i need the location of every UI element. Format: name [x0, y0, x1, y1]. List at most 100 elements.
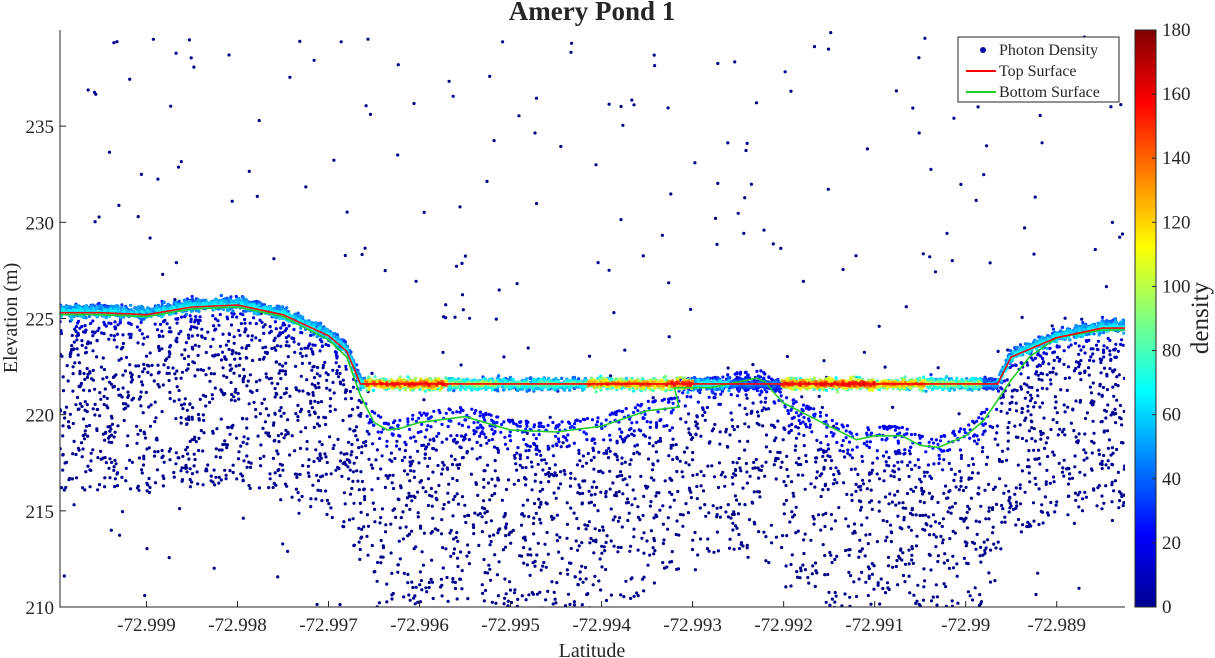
photon-point: [830, 560, 834, 565]
photon-point: [281, 364, 285, 368]
photon-point: [550, 580, 554, 584]
photon-point: [455, 531, 459, 535]
photon-point: [309, 347, 313, 351]
photon-point: [1051, 475, 1056, 479]
photon-point: [204, 373, 208, 377]
photon-point: [509, 439, 513, 443]
photon-point: [424, 413, 428, 417]
photon-point: [1062, 362, 1066, 366]
photon-point: [183, 466, 187, 470]
photon-point: [613, 515, 617, 519]
photon-point: [1092, 441, 1096, 445]
photon-point: [209, 372, 213, 376]
photon-point: [890, 500, 895, 504]
photon-point: [592, 480, 596, 484]
photon-point: [121, 333, 125, 337]
photon-point: [591, 437, 595, 441]
photon-point: [902, 515, 906, 520]
photon-point: [822, 359, 826, 363]
photon-point: [624, 579, 628, 583]
photon-point: [885, 463, 889, 467]
photon-point: [537, 421, 541, 425]
photon-point: [795, 575, 800, 579]
photon-point: [314, 497, 318, 501]
photon-point: [662, 538, 666, 542]
photon-point: [689, 307, 693, 311]
photon-point: [763, 474, 767, 478]
photon-point: [73, 361, 77, 365]
photon-point: [80, 339, 84, 343]
photon-point: [214, 455, 218, 459]
photon-point: [373, 570, 377, 574]
photon-point: [153, 400, 157, 404]
photon-point: [907, 525, 911, 529]
photon-point: [1044, 352, 1049, 356]
photon-point: [813, 561, 818, 565]
photon-point: [319, 489, 323, 493]
photon-point: [439, 577, 443, 581]
photon-point: [1027, 429, 1031, 433]
photon-point: [226, 425, 230, 429]
photon-point: [391, 591, 395, 596]
photon-point: [343, 502, 347, 506]
photon-point: [110, 460, 114, 464]
photon-point: [490, 437, 494, 442]
photon-point: [268, 325, 272, 329]
photon-point: [965, 526, 970, 530]
photon-point: [865, 440, 869, 444]
photon-point: [867, 576, 871, 581]
photon-point: [417, 461, 421, 465]
photon-point: [743, 422, 747, 426]
photon-point: [994, 546, 998, 550]
photon-point: [654, 494, 658, 498]
photon-point: [715, 506, 719, 510]
photon-point: [187, 415, 191, 419]
photon-point: [352, 543, 356, 547]
photon-point: [320, 443, 324, 447]
photon-point: [167, 330, 171, 334]
photon-point: [976, 491, 980, 496]
photon-point: [482, 599, 486, 603]
photon-point: [1014, 523, 1018, 527]
photon-point: [515, 451, 519, 455]
photon-point: [88, 370, 92, 374]
photon-point: [946, 558, 950, 563]
photon-point: [109, 427, 113, 431]
photon-point: [942, 582, 946, 586]
photon-point: [641, 254, 645, 258]
photon-point: [142, 367, 146, 371]
photon-point: [669, 192, 673, 196]
photon-point: [584, 461, 589, 465]
photon-point: [489, 413, 493, 417]
photon-point: [832, 432, 836, 436]
photon-point: [1111, 451, 1115, 455]
photon-point: [157, 348, 161, 353]
photon-point: [190, 345, 194, 349]
photon-point: [451, 411, 455, 415]
photon-point: [413, 594, 417, 598]
photon-point: [352, 461, 356, 465]
photon-point: [1040, 378, 1044, 382]
photon-point: [149, 403, 153, 407]
photon-point: [398, 418, 402, 422]
photon-point: [224, 343, 228, 347]
photon-point: [1091, 352, 1095, 356]
photon-point: [624, 407, 628, 411]
photon-point: [460, 423, 464, 427]
photon-point: [802, 433, 806, 437]
photon-point: [211, 354, 215, 358]
photon-point: [209, 345, 213, 349]
photon-point: [383, 530, 388, 534]
photon-point: [274, 360, 278, 364]
photon-point: [952, 116, 956, 120]
photon-point: [285, 340, 289, 344]
photon-point: [773, 425, 777, 429]
photon-point: [987, 509, 991, 513]
photon-point: [1062, 427, 1066, 431]
photon-point: [303, 346, 307, 350]
photon-point: [333, 408, 337, 412]
photon-point: [752, 490, 756, 494]
photon-point: [100, 331, 104, 335]
photon-point: [804, 425, 809, 429]
photon-point: [147, 446, 151, 450]
